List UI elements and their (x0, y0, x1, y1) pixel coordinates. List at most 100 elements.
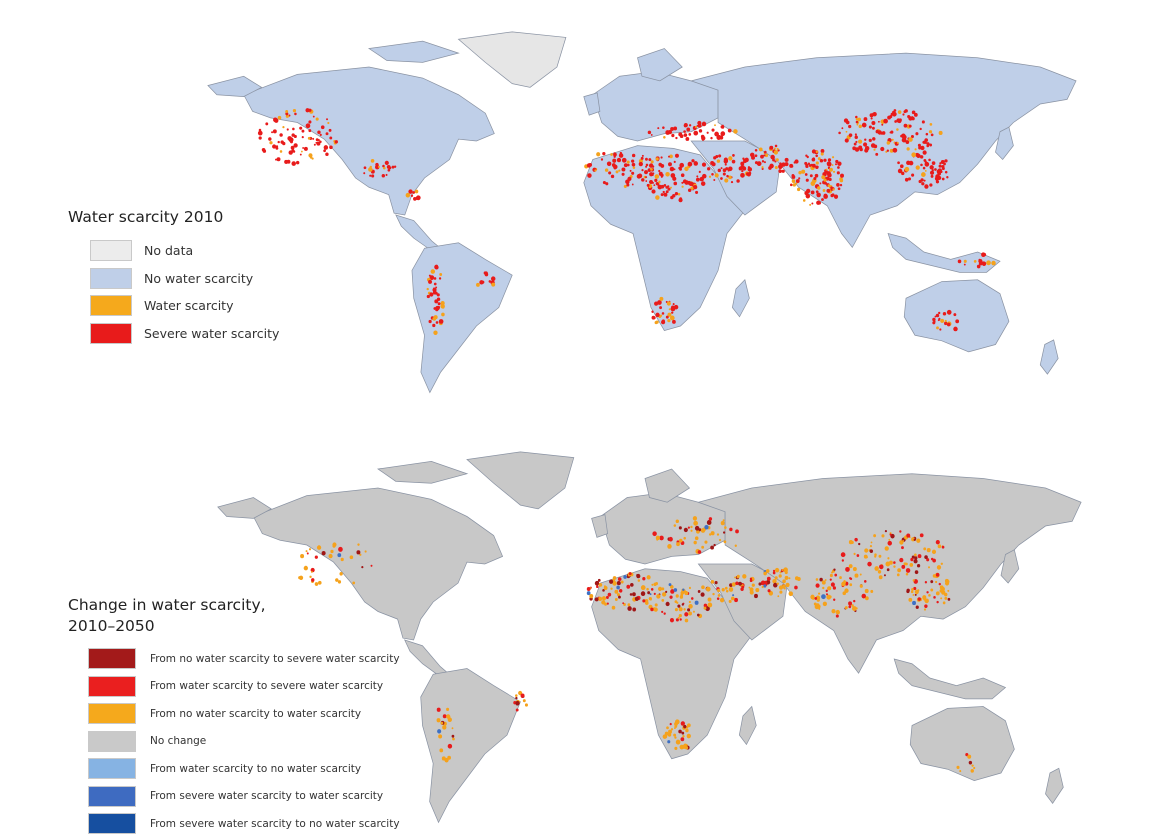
scarcity-hotspot (717, 588, 721, 593)
scarcity-hotspot (701, 121, 707, 127)
scarcity-hotspot (669, 154, 673, 159)
asia (697, 473, 1082, 674)
scarcity-hotspot (688, 181, 693, 186)
scarcity-hotspot (370, 159, 375, 163)
scarcity-hotspot (817, 186, 821, 190)
scarcity-hotspot (923, 179, 926, 182)
scarcity-hotspot (928, 130, 933, 134)
scarcity-hotspot (947, 589, 950, 592)
scarcity-hotspot (618, 153, 624, 158)
scarcity-hotspot (732, 594, 735, 597)
scarcity-hotspot (914, 570, 919, 575)
scarcity-hotspot (937, 544, 942, 549)
scarcity-hotspot (819, 182, 822, 185)
scarcity-hotspot (705, 586, 711, 592)
scarcity-hotspot (749, 587, 754, 592)
scarcity-hotspot (721, 588, 725, 592)
scarcity-hotspot (660, 163, 665, 168)
scarcity-hotspot (673, 160, 676, 164)
scarcity-hotspot (323, 145, 329, 150)
scarcity-hotspot (917, 597, 921, 601)
scarcity-hotspot (728, 156, 733, 161)
scarcity-hotspot (301, 129, 305, 133)
scarcity-hotspot (314, 582, 319, 586)
scarcity-hotspot (660, 184, 665, 189)
scarcity-hotspot (442, 714, 447, 719)
scarcity-hotspot (663, 192, 666, 196)
scarcity-hotspot (837, 161, 842, 166)
scarcity-hotspot (654, 321, 658, 325)
scarcity-hotspot (717, 168, 722, 173)
scarcity-hotspot (438, 319, 444, 324)
scarcity-hotspot (886, 141, 891, 145)
scarcity-hotspot (815, 578, 819, 581)
scarcity-hotspot (813, 602, 817, 606)
scarcity-hotspot (696, 613, 700, 617)
scarcity-hotspot (931, 161, 936, 165)
legend-items: No data No water scarcity Water scarcity Se… (68, 237, 328, 347)
scarcity-hotspot (861, 593, 866, 599)
scarcity-hotspot (428, 279, 433, 284)
scarcity-hotspot (873, 148, 876, 151)
scarcity-hotspot (883, 574, 886, 577)
scarcity-hotspot (872, 137, 876, 141)
scarcity-hotspot (714, 131, 719, 137)
scarcity-hotspot (944, 170, 948, 174)
scarcity-hotspot (924, 604, 928, 608)
scarcity-hotspot (764, 153, 769, 158)
scarcity-hotspot (257, 130, 263, 136)
scarcity-hotspot (940, 318, 945, 323)
scarcity-hotspot (430, 269, 436, 274)
scarcity-hotspot (938, 582, 941, 586)
scarcity-hotspot (725, 589, 729, 593)
scarcity-hotspot (901, 546, 904, 550)
scarcity-hotspot (921, 182, 925, 186)
scarcity-hotspot (855, 140, 858, 144)
uk-scandinavia (591, 468, 691, 538)
scarcity-hotspot (299, 126, 303, 130)
legend-label: From severe water scarcity to no water s… (150, 817, 400, 830)
scarcity-hotspot (653, 607, 658, 612)
scarcity-hotspot (667, 187, 671, 191)
scarcity-hotspot (772, 569, 776, 573)
scarcity-hotspot (751, 583, 755, 587)
scarcity-hotspot (667, 129, 673, 135)
scarcity-hotspot (881, 534, 885, 538)
scarcity-hotspot (687, 723, 691, 728)
scarcity-hotspot (656, 538, 659, 541)
scarcity-hotspot (763, 150, 767, 154)
scarcity-hotspot (765, 569, 770, 573)
scarcity-hotspot (356, 550, 361, 555)
scarcity-hotspot (621, 157, 627, 163)
scarcity-hotspot (769, 145, 774, 150)
scarcity-hotspot (630, 583, 634, 587)
scarcity-hotspot (315, 141, 318, 144)
scarcity-hotspot (438, 277, 442, 280)
new-zealand (1039, 339, 1059, 375)
scarcity-hotspot (490, 276, 496, 282)
scarcity-hotspot (703, 603, 708, 608)
scarcity-hotspot (393, 165, 397, 168)
scarcity-hotspot (861, 122, 867, 128)
legend-label: From water scarcity to no water scarcity (150, 762, 362, 775)
scarcity-hotspot (843, 118, 849, 123)
legend-swatch (90, 240, 132, 262)
legend-item: No water scarcity (68, 265, 328, 293)
scarcity-hotspot (835, 163, 837, 166)
scarcity-hotspot (823, 193, 828, 198)
scarcity-hotspot (741, 169, 744, 173)
scarcity-hotspot (683, 123, 688, 128)
scarcity-hotspot (854, 537, 858, 542)
scarcity-hotspot (707, 597, 712, 602)
scarcity-hotspot (670, 589, 675, 594)
scarcity-hotspot (678, 538, 683, 543)
scarcity-hotspot (970, 769, 974, 773)
scarcity-hotspot (315, 117, 319, 121)
scarcity-hotspot (488, 280, 492, 283)
legend-item: Severe water scarcity (68, 320, 328, 348)
scarcity-hotspot (831, 571, 834, 574)
scarcity-hotspot (810, 190, 815, 195)
scarcity-hotspot (435, 286, 438, 289)
scarcity-hotspot (693, 520, 698, 526)
scarcity-hotspot (433, 330, 438, 335)
